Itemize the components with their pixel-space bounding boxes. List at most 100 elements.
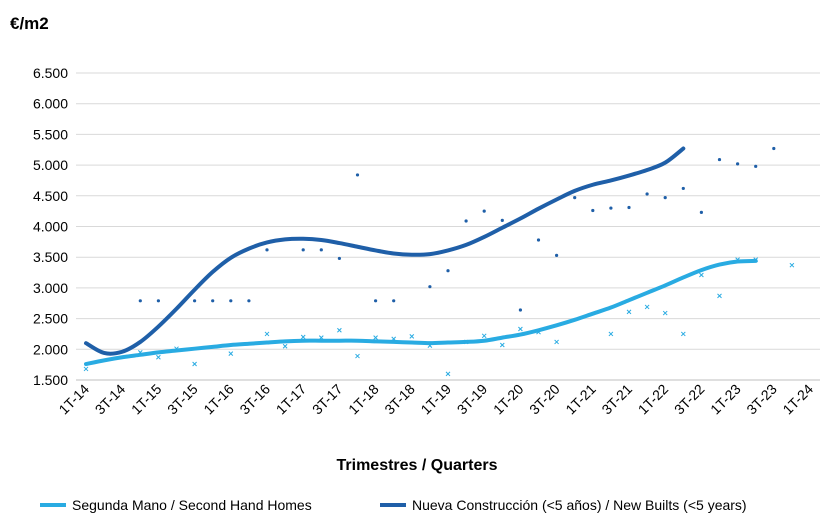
data-point bbox=[301, 248, 305, 252]
data-point-stroke bbox=[608, 331, 614, 337]
data-point bbox=[573, 196, 577, 200]
trend-line-0 bbox=[84, 258, 758, 367]
data-point bbox=[608, 331, 614, 337]
data-point bbox=[374, 299, 378, 303]
data-point bbox=[265, 248, 269, 252]
data-point-stroke bbox=[300, 334, 306, 340]
x-axis-ticks: 1T-14 3T-14 1T-15 3T-15 1T-16 3T-16 1T-17 3T-17… bbox=[55, 381, 816, 418]
data-point bbox=[626, 309, 632, 315]
x-tick-label: 1T-21 bbox=[562, 381, 599, 418]
data-point-stroke bbox=[644, 304, 650, 310]
data-point-stroke bbox=[554, 339, 559, 345]
data-point bbox=[554, 339, 559, 345]
data-point-stroke bbox=[192, 361, 197, 367]
data-point bbox=[464, 219, 468, 223]
data-point bbox=[427, 343, 433, 348]
trend-line-1 bbox=[84, 146, 686, 356]
data-point bbox=[355, 173, 360, 177]
x-tick-label: 3T-23 bbox=[743, 381, 780, 418]
data-point-stroke bbox=[337, 327, 342, 333]
data-point-stroke bbox=[717, 293, 722, 299]
data-point bbox=[680, 331, 686, 337]
y-tick-label: 3.500 bbox=[33, 249, 68, 265]
data-point bbox=[264, 331, 270, 337]
data-point-stroke bbox=[626, 309, 632, 315]
data-point bbox=[392, 299, 396, 303]
legend-label-new-builts: Nueva Construcción (<5 años) / New Built… bbox=[412, 497, 747, 513]
data-point bbox=[282, 343, 288, 349]
x-tick-label: 1T-19 bbox=[417, 381, 454, 418]
x-tick-label: 1T-17 bbox=[273, 381, 310, 418]
y-tick-label: 2.500 bbox=[33, 311, 68, 327]
data-point bbox=[337, 256, 341, 261]
data-point bbox=[536, 329, 541, 335]
data-point bbox=[753, 257, 759, 263]
data-point bbox=[499, 342, 505, 348]
data-point bbox=[481, 333, 487, 339]
data-point bbox=[355, 353, 360, 359]
data-point bbox=[663, 196, 667, 200]
data-point bbox=[174, 346, 179, 352]
y-tick-label: 3.000 bbox=[33, 280, 68, 296]
x-tick-label: 3T-22 bbox=[671, 381, 708, 418]
x-tick-label: 1T-16 bbox=[200, 381, 237, 418]
data-point-stroke bbox=[518, 326, 523, 332]
data-point bbox=[662, 310, 668, 316]
data-point bbox=[789, 262, 795, 268]
data-point-stroke bbox=[228, 351, 234, 356]
legend-label-second-hand: Segunda Mano / Second Hand Homes bbox=[72, 497, 312, 513]
data-point bbox=[446, 269, 450, 273]
x-tick-label: 3T-15 bbox=[164, 381, 201, 418]
data-point-stroke bbox=[318, 335, 324, 340]
data-point bbox=[300, 334, 306, 340]
y-tick-label: 4.500 bbox=[33, 188, 68, 204]
data-point-stroke bbox=[680, 331, 686, 337]
data-point bbox=[318, 335, 324, 340]
data-point bbox=[138, 299, 142, 303]
data-point bbox=[699, 210, 704, 214]
data-point-stroke bbox=[735, 257, 740, 263]
data-point bbox=[681, 186, 685, 191]
x-tick-label: 3T-20 bbox=[526, 381, 563, 418]
data-point-stroke bbox=[391, 336, 397, 342]
data-point bbox=[555, 253, 559, 257]
y-tick-label: 6.000 bbox=[33, 96, 68, 112]
y-tick-label: 1.500 bbox=[33, 372, 68, 388]
data-point bbox=[409, 334, 415, 339]
data-point-stroke bbox=[264, 331, 270, 337]
data-point-stroke bbox=[156, 354, 161, 360]
x-tick-label: 1T-24 bbox=[779, 381, 816, 418]
x-tick-label: 3T-16 bbox=[236, 381, 273, 418]
data-point bbox=[463, 339, 469, 345]
x-axis-title: Trimestres / Quarters bbox=[336, 457, 498, 474]
y-tick-label: 5.000 bbox=[33, 157, 68, 173]
data-point bbox=[247, 299, 251, 303]
gridlines bbox=[76, 72, 820, 381]
series-1 bbox=[84, 146, 776, 356]
data-point bbox=[229, 299, 233, 303]
x-tick-label: 3T-21 bbox=[598, 381, 635, 418]
y-tick-label: 4.000 bbox=[33, 219, 68, 235]
data-point bbox=[717, 157, 722, 162]
data-point-stroke bbox=[699, 272, 704, 278]
data-point bbox=[772, 146, 776, 151]
data-point bbox=[193, 299, 197, 303]
x-tick-label: 1T-15 bbox=[128, 381, 165, 418]
data-point bbox=[137, 350, 143, 355]
x-tick-label: 1T-22 bbox=[635, 381, 672, 418]
data-point-stroke bbox=[409, 334, 415, 339]
data-point bbox=[644, 304, 650, 310]
data-point bbox=[736, 162, 740, 166]
data-point bbox=[228, 351, 234, 356]
data-point-stroke bbox=[789, 262, 795, 268]
legend-swatch-new-builts bbox=[380, 503, 406, 507]
data-point-stroke bbox=[83, 366, 89, 372]
data-point bbox=[754, 164, 758, 168]
data-point-stroke bbox=[174, 346, 179, 352]
data-point bbox=[482, 209, 486, 213]
x-tick-label: 1T-20 bbox=[490, 381, 527, 418]
data-point bbox=[699, 272, 704, 278]
data-point-stroke bbox=[753, 257, 759, 263]
y-tick-label: 2.000 bbox=[33, 341, 68, 357]
